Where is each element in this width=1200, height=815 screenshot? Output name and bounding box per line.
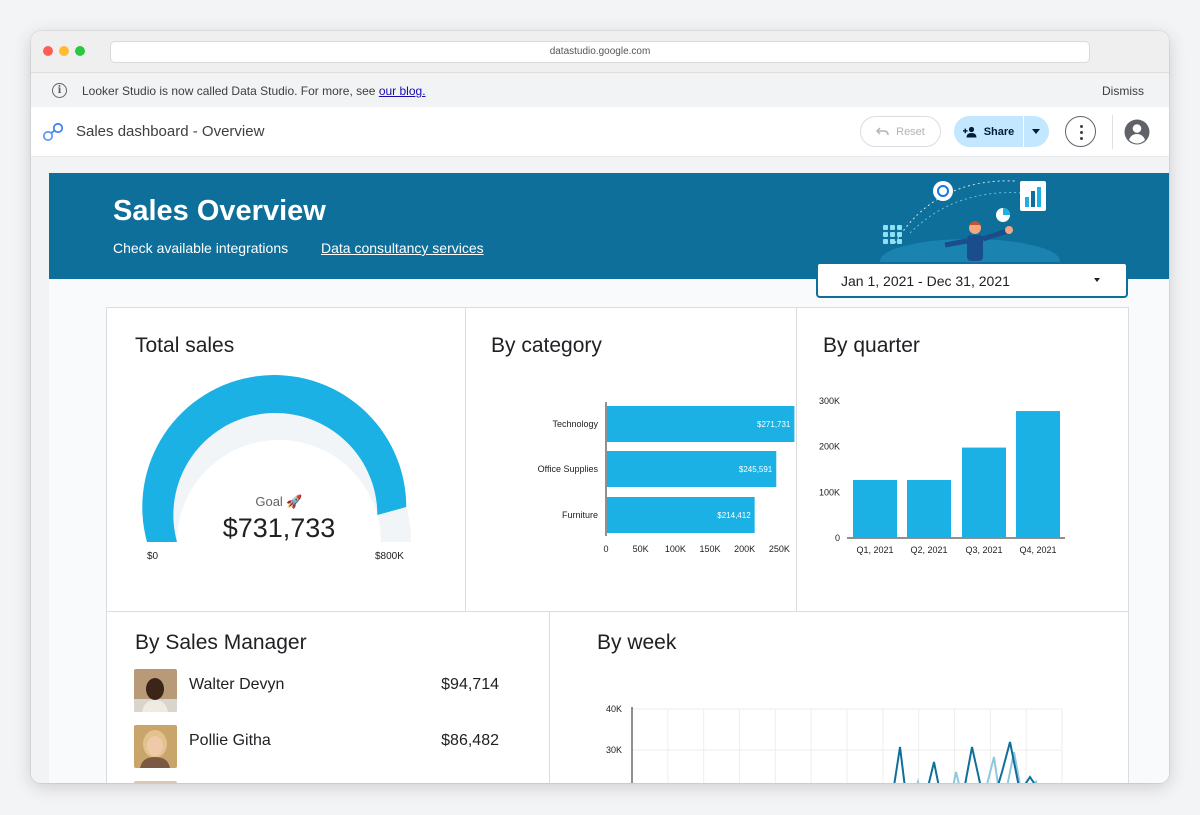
share-divider	[1023, 116, 1024, 147]
date-range-picker[interactable]: Jan 1, 2021 - Dec 31, 2021	[816, 262, 1128, 298]
more-dot-icon	[1080, 125, 1083, 128]
reset-label: Reset	[896, 125, 925, 138]
date-range-value: Jan 1, 2021 - Dec 31, 2021	[841, 273, 1010, 289]
rename-banner: i Looker Studio is now called Data Studi…	[31, 73, 1169, 107]
data-studio-logo-icon	[42, 122, 64, 142]
manager-row[interactable]: Walter Devyn $94,714	[134, 669, 514, 713]
header-title: Sales Overview	[113, 195, 326, 227]
manager-sales: $86,482	[441, 732, 499, 749]
info-icon: i	[52, 83, 67, 98]
report-page: Sales Overview Check available integrati…	[49, 173, 1169, 783]
gauge-value: $731,733	[223, 513, 336, 543]
x-tick-label: 0	[603, 544, 608, 554]
manager-name: Walter Devyn	[189, 676, 285, 693]
gauge-value-arc	[142, 375, 407, 542]
by-manager-panel[interactable]: By Sales Manager Walter Devyn $94,714	[106, 611, 550, 783]
panel-title: By category	[491, 334, 602, 357]
y-tick-label: 0	[835, 533, 840, 543]
total-sales-panel[interactable]: Total sales Goal 🚀 $731,733 $0 $800K	[106, 307, 466, 612]
panel-title: By week	[597, 631, 677, 654]
share-button-group: Share	[954, 116, 1049, 147]
x-tick-label: Q2, 2021	[910, 545, 947, 555]
bar-data-label: $214,412	[717, 511, 751, 520]
category-bar-chart: Technology $271,731 Office Supplies $245,59…	[538, 402, 825, 554]
gauge-min-label: $0	[147, 551, 159, 562]
report-canvas: Sales Overview Check available integrati…	[31, 157, 1169, 783]
manager-avatar	[134, 669, 177, 712]
app-bar: Sales dashboard - Overview Reset Share	[31, 107, 1169, 157]
banner-text: Looker Studio is now called Data Studio.…	[82, 84, 376, 98]
quarter-bar-chart: 0 100K 200K 300K Q1, 2021 Q2, 2021 Q3, 2021 Q4,…	[819, 396, 1065, 555]
by-category-panel[interactable]: By category Technology $271,731 Office Sup…	[465, 307, 825, 612]
share-button[interactable]: Share	[954, 116, 1023, 147]
gauge-goal-label: Goal 🚀	[255, 494, 302, 509]
manager-name: Pollie Githa	[189, 732, 271, 749]
address-bar[interactable]: datastudio.google.com	[110, 41, 1090, 63]
panel-title: By quarter	[823, 334, 920, 357]
quarter-bar[interactable]	[1016, 411, 1060, 538]
x-tick-label: 150K	[699, 544, 720, 554]
more-options-button[interactable]	[1065, 116, 1096, 147]
browser-window: datastudio.google.com i Looker Studio is…	[31, 31, 1169, 783]
by-week-panel[interactable]: By week 30K 40K	[549, 611, 1129, 783]
bar-data-label: $271,731	[757, 420, 791, 429]
toolbar-divider	[1112, 115, 1113, 149]
close-window-button[interactable]	[43, 46, 53, 56]
consultancy-link[interactable]: Data consultancy services	[321, 240, 484, 256]
banner-message: Looker Studio is now called Data Studio.…	[82, 84, 426, 98]
browser-chrome: datastudio.google.com	[31, 31, 1169, 73]
category-label: Furniture	[562, 510, 598, 520]
account-icon[interactable]	[1124, 119, 1150, 145]
manager-avatar	[134, 725, 177, 768]
dropdown-arrow-icon	[1094, 278, 1100, 282]
quarter-bar[interactable]	[962, 447, 1006, 538]
y-tick-label: 30K	[606, 745, 622, 755]
x-tick-label: Q4, 2021	[1019, 545, 1056, 555]
gauge-max-label: $800K	[375, 551, 404, 562]
panel-title: By Sales Manager	[135, 631, 307, 654]
manager-row[interactable]	[134, 781, 514, 783]
manager-avatar	[134, 781, 177, 783]
week-series-line[interactable]	[700, 751, 1062, 783]
bar-data-label: $245,591	[739, 465, 773, 474]
manager-sales: $94,714	[441, 676, 499, 693]
integrations-link[interactable]: Check available integrations	[113, 240, 289, 256]
x-tick-label: Q1, 2021	[856, 545, 893, 555]
x-tick-label: 50K	[633, 544, 649, 554]
minimize-window-button[interactable]	[59, 46, 69, 56]
category-label: Office Supplies	[538, 464, 599, 474]
y-tick-label: 40K	[606, 704, 622, 714]
by-quarter-panel[interactable]: By quarter 0 100K 200K 300K Q1, 2021 Q2, 2021…	[796, 307, 1129, 612]
share-dropdown-icon[interactable]	[1032, 129, 1040, 134]
report-title[interactable]: Sales dashboard - Overview	[76, 123, 265, 140]
gauge-chart: Goal 🚀 $731,733 $0 $800K	[142, 375, 411, 562]
y-tick-label: 200K	[819, 442, 840, 452]
blog-link[interactable]: our blog.	[378, 84, 426, 98]
x-tick-label: 250K	[769, 544, 790, 554]
week-line-chart: 30K 40K	[606, 704, 1063, 783]
category-bar[interactable]	[607, 451, 777, 487]
more-dot-icon	[1080, 131, 1083, 134]
x-tick-label: 200K	[734, 544, 755, 554]
manager-row[interactable]: Pollie Githa $86,482	[134, 725, 514, 769]
quarter-bar[interactable]	[907, 480, 951, 538]
category-bar[interactable]	[607, 406, 795, 442]
gauge-track	[147, 410, 411, 542]
maximize-window-button[interactable]	[75, 46, 85, 56]
category-label: Technology	[552, 419, 598, 429]
x-tick-label: Q3, 2021	[965, 545, 1002, 555]
y-tick-label: 100K	[819, 487, 840, 497]
category-bar[interactable]	[607, 497, 755, 533]
panel-title: Total sales	[135, 334, 235, 357]
dismiss-button[interactable]: Dismiss	[1102, 84, 1144, 98]
more-dot-icon	[1080, 137, 1083, 140]
reset-button[interactable]: Reset	[860, 116, 941, 147]
undo-icon	[876, 126, 889, 135]
quarter-bar[interactable]	[853, 480, 897, 538]
y-tick-label: 300K	[819, 396, 840, 406]
add-person-icon	[962, 126, 977, 137]
x-tick-label: 100K	[665, 544, 686, 554]
share-label: Share	[983, 125, 1015, 138]
header-illustration	[880, 180, 1060, 273]
